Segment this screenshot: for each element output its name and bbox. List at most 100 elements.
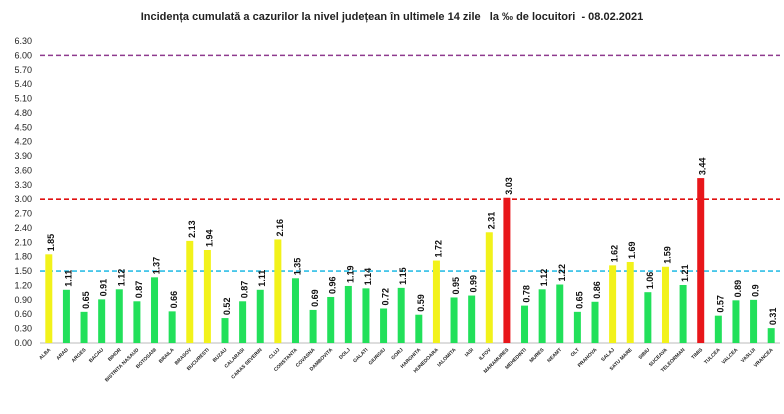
bar (573, 311, 581, 343)
bar (661, 266, 669, 343)
bar (221, 318, 229, 343)
bar (80, 311, 88, 343)
data-label: 0.65 (574, 291, 584, 309)
bars-layer (45, 178, 775, 343)
bar (679, 284, 687, 343)
category-label: ILFOV (478, 347, 493, 362)
y-tick-label: 1.80 (14, 252, 32, 262)
bar (397, 287, 405, 343)
category-label: BACAU (88, 347, 105, 364)
y-tick-label: 1.20 (14, 280, 32, 290)
bar (133, 301, 141, 343)
bar (767, 328, 775, 343)
category-label: CARAS SEVERIN (230, 347, 264, 381)
data-label: 0.9 (751, 284, 761, 297)
bar (239, 301, 247, 343)
y-tick-label: 2.70 (14, 209, 32, 219)
data-label: 1.22 (557, 264, 567, 282)
data-label: 1.06 (645, 272, 655, 290)
y-tick-label: 5.40 (14, 79, 32, 89)
data-label: 0.57 (715, 295, 725, 313)
data-label: 1.94 (204, 229, 214, 247)
data-label: 1.11 (63, 270, 73, 287)
threshold-lines (40, 54, 780, 272)
category-label: BIHOR (107, 347, 123, 363)
y-tick-label: 5.70 (14, 65, 32, 75)
data-label: 1.62 (610, 245, 620, 263)
bar (538, 289, 546, 343)
bar (450, 297, 458, 343)
bar (697, 178, 705, 343)
data-label: 0.91 (99, 279, 109, 297)
data-label: 0.89 (733, 280, 743, 298)
bar (151, 277, 159, 343)
data-label: 0.52 (222, 298, 232, 316)
axis-layer: 0.00 0.30 0.60 0.90 1.20 1.50 1.80 2.10 2.40 2.70… (14, 36, 780, 348)
category-label: ARGES (71, 347, 88, 364)
data-label: 0.78 (522, 285, 532, 303)
bar (327, 296, 335, 343)
data-label: 1.19 (345, 265, 355, 283)
bar (432, 260, 440, 343)
bar (291, 278, 299, 343)
y-tick-label: 2.10 (14, 237, 32, 247)
bar (415, 314, 423, 343)
bar (503, 197, 511, 343)
bar (714, 315, 722, 343)
y-tick-label: 6.30 (14, 36, 32, 46)
bar (344, 285, 352, 343)
bar (380, 308, 388, 343)
bar (485, 232, 493, 343)
data-label: 2.16 (275, 219, 285, 237)
bar (644, 292, 652, 343)
data-label: 1.69 (627, 241, 637, 259)
data-label: 1.11 (257, 270, 267, 287)
category-label: GIURGIU (368, 347, 388, 367)
bar (521, 305, 529, 343)
bar (186, 240, 194, 343)
category-label: OLT (570, 347, 581, 358)
data-label: 0.31 (768, 308, 778, 326)
category-label: MURES (529, 347, 546, 364)
data-label: 0.66 (169, 291, 179, 309)
category-label: TULCEA (703, 347, 722, 366)
y-tick-label: 4.80 (14, 108, 32, 118)
bar (309, 309, 317, 343)
category-label: ARAD (55, 347, 70, 362)
data-label: 0.96 (328, 276, 338, 294)
bar (732, 300, 740, 343)
y-tick-label: 4.50 (14, 122, 32, 132)
category-label: DOLJ (338, 347, 352, 361)
bar (609, 265, 617, 343)
bar (62, 289, 70, 343)
data-label: 1.37 (152, 257, 162, 275)
y-tick-label: 0.60 (14, 309, 32, 319)
category-label: SALAJ (600, 347, 616, 363)
y-tick-label: 3.60 (14, 165, 32, 175)
bar (626, 261, 634, 343)
data-label: 1.72 (433, 240, 443, 258)
y-tick-label: 0.90 (14, 295, 32, 305)
data-label: 1.15 (398, 267, 408, 285)
data-label: 0.87 (134, 281, 144, 299)
data-label: 1.85 (46, 234, 56, 252)
y-tick-label: 4.20 (14, 137, 32, 147)
bar (591, 301, 599, 343)
data-label: 0.65 (81, 291, 91, 309)
data-label: 0.87 (240, 281, 250, 299)
y-tick-label: 3.00 (14, 194, 32, 204)
bar (256, 289, 264, 343)
data-label: 3.44 (698, 158, 708, 176)
data-label: 1.21 (680, 264, 690, 282)
y-tick-label: 3.30 (14, 180, 32, 190)
data-label: 0.95 (451, 277, 461, 295)
category-label: BUZAU (212, 347, 229, 364)
bar (362, 288, 370, 343)
value-labels-layer: 1.85 1.11 0.65 0.91 1.12 0.87 1.37 0.66 2.13 1.94… (46, 158, 778, 326)
y-tick-label: 2.40 (14, 223, 32, 233)
y-tick-label: 5.10 (14, 94, 32, 104)
data-label: 2.13 (187, 220, 197, 238)
category-label: ALBA (38, 347, 52, 361)
